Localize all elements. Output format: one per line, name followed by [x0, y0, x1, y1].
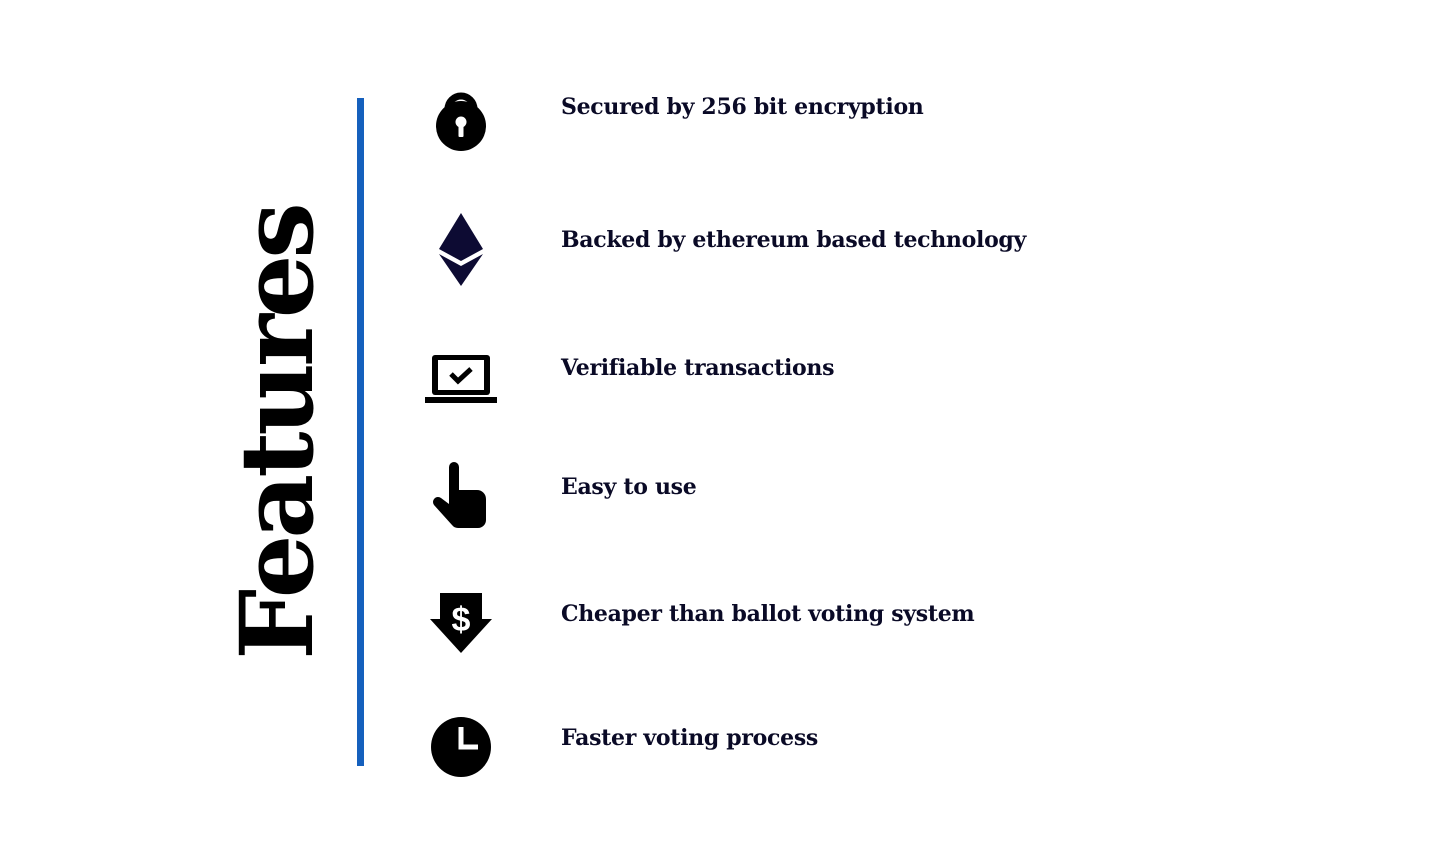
feature-item-faster: Faster voting process	[420, 707, 1120, 797]
feature-item-encryption: Secured by 256 bit encryption	[420, 80, 1120, 170]
feature-item-easy: Easy to use	[420, 456, 1120, 546]
feature-item-cheaper: $ Cheaper than ballot voting system	[420, 587, 1120, 677]
dollar-down-arrow-icon: $	[420, 587, 502, 669]
svg-text:$: $	[452, 601, 471, 639]
heading-container: Features	[218, 206, 336, 659]
feature-label: Verifiable transactions	[561, 355, 835, 381]
laptop-check-icon	[420, 345, 502, 427]
lock-icon	[420, 80, 502, 162]
clock-icon	[420, 707, 502, 789]
ethereum-icon	[420, 209, 502, 291]
vertical-divider	[357, 98, 364, 766]
feature-item-verifiable: Verifiable transactions	[420, 345, 1120, 435]
feature-label: Faster voting process	[561, 725, 818, 751]
pointing-hand-icon	[420, 456, 502, 538]
feature-label: Cheaper than ballot voting system	[561, 601, 975, 627]
feature-label: Easy to use	[561, 474, 697, 500]
section-heading: Features	[218, 206, 336, 660]
feature-label: Secured by 256 bit encryption	[561, 94, 924, 120]
feature-item-ethereum: Backed by ethereum based technology	[420, 209, 1120, 299]
feature-label: Backed by ethereum based technology	[561, 227, 1027, 253]
